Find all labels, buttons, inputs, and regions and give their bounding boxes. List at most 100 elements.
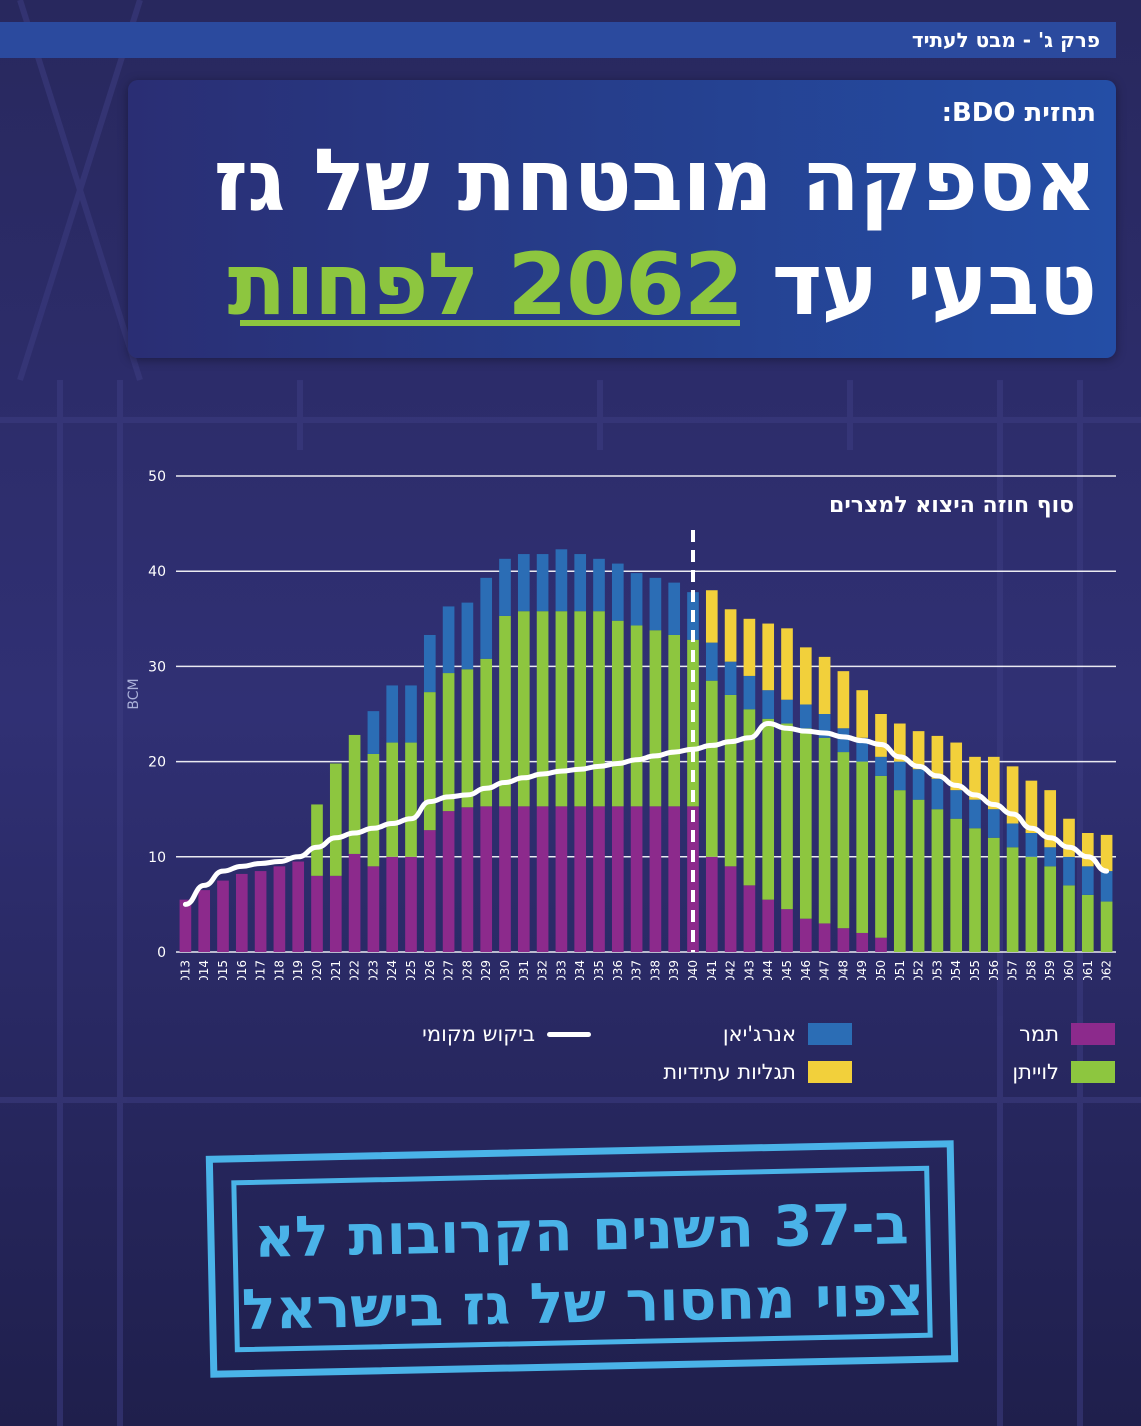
bar-segment [348,853,361,952]
legend-swatch-tamar [1071,1023,1115,1045]
bar-segment [837,752,850,929]
y-tick-label: 0 [157,945,166,961]
bar-segment [837,671,850,729]
bar-segment [386,856,399,952]
bar-segment [1063,885,1075,952]
y-axis-label: BCM [126,678,142,709]
bar-segment [649,630,662,807]
bar-segment [442,673,455,812]
bar-segment [931,778,944,810]
bar-segment [875,775,887,938]
bar-segment [555,549,568,612]
bar-segment [517,806,530,952]
demand-line [182,721,1110,907]
bar-segment [311,875,323,952]
bar-segment [931,735,944,779]
bar-segment [799,704,812,729]
bar-segment [198,890,211,952]
bar-segment [987,756,1000,810]
x-tick-label: 2026 [423,960,437,980]
y-tick-label: 30 [148,659,166,675]
bar-segment [574,554,587,612]
annotation-label: סוף חוזה היצוא למצרים [829,493,1074,518]
y-tick-label: 40 [148,564,166,580]
x-tick-label: 2017 [254,960,268,980]
bar-segment [254,871,267,952]
bar-segment [687,639,699,807]
legend-label-demand: ביקוש מקומי [422,1022,535,1046]
bar-segment [705,642,718,681]
legend-item-future: תגליות עתידיות [663,1058,852,1086]
x-tick-label: 2050 [874,960,888,980]
bar-segment [743,675,756,710]
bar-segment [781,628,793,700]
x-tick-label: 2028 [460,960,474,980]
x-tick-label: 2016 [235,960,249,980]
x-tick-label: 2038 [648,960,662,980]
bar-segment [724,661,737,695]
bar-segment [442,606,455,674]
bar-segment [480,806,493,952]
bar-segment [950,790,963,819]
bar-segment [593,611,605,807]
bar-segment [762,623,775,691]
bar-segment [950,818,963,952]
bar-segment [273,866,286,952]
bar-segment [799,647,812,705]
bar-segment [574,806,587,952]
x-tick-label: 2061 [1081,960,1095,980]
x-tick-label: 2056 [987,960,1001,980]
bar-segment [292,861,305,952]
bar-segment [743,709,756,886]
bar-segment [1081,866,1094,895]
x-tick-label: 2055 [968,960,982,980]
bar-segment [480,577,493,659]
x-tick-label: 2014 [197,960,211,980]
bar-segment [987,837,1000,952]
bar-segment [762,718,775,900]
bar-segment [1081,833,1094,867]
legend-item-demand: ביקוש מקומי [422,1020,591,1048]
bar-segment [818,923,831,952]
bar-segment [1025,856,1038,952]
bar-segment [1006,766,1019,824]
bar-segment [367,753,380,867]
x-tick-label: 2024 [385,960,399,980]
x-tick-label: 2051 [893,960,907,980]
bar-segment [912,769,925,800]
legend-label-future: תגליות עתידיות [663,1060,796,1084]
bar-segment [593,806,605,952]
bar-segment [818,656,831,714]
bar-segment [499,615,511,807]
bar-segment [630,806,643,952]
bar-segment [499,558,511,616]
bar-segment [987,809,1000,838]
bar-segment [235,873,248,952]
headline-line-1: אספקה מובטחת של גז [213,131,1097,231]
x-tick-label: 2041 [705,960,719,980]
bar-segment [856,737,869,762]
x-tick-label: 2035 [592,960,606,980]
bar-segment [348,734,361,854]
bar-segment [1006,823,1019,848]
x-tick-label: 2021 [329,960,343,980]
bar-segment [781,699,793,724]
bar-segment [1025,780,1038,833]
bar-segment [536,611,549,807]
section-tag: פרק ג' - מבט לעתיד [0,22,1116,58]
bar-segment [217,880,229,952]
legend-label-leviathan: לוייתן [1012,1060,1059,1084]
bar-segment [611,806,624,952]
x-tick-label: 2036 [611,960,625,980]
bar-segment [442,811,455,952]
bar-segment [1044,790,1057,848]
bar-segment [912,731,925,770]
bar-segment [1100,871,1113,902]
bar-segment [1006,847,1019,952]
bar-segment [536,554,549,612]
bar-segment [781,723,793,910]
x-tick-label: 2043 [742,960,756,980]
bar-segment [367,711,380,754]
kicker: תחזית BDO: [941,98,1096,128]
bar-segment [724,866,737,952]
